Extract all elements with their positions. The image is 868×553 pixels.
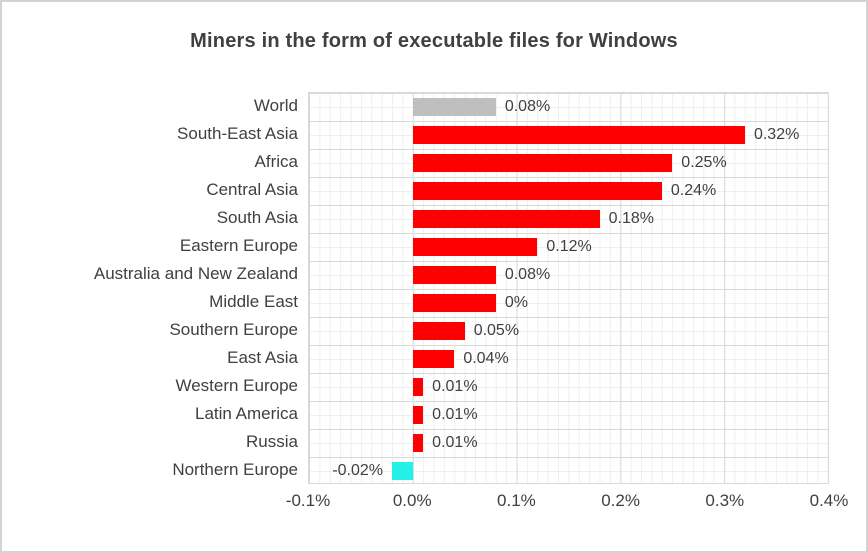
category-label-middle-east: Middle East	[209, 292, 298, 311]
bar-russia	[412, 434, 424, 452]
data-label-africa: 0.25%	[681, 154, 727, 171]
data-label-middle-east: 0%	[504, 294, 528, 311]
bar-northern-europe	[392, 462, 413, 480]
category-label-south-east-asia: South-East Asia	[177, 124, 298, 143]
category-label-southern-europe: Southern Europe	[169, 320, 298, 339]
data-label-central-asia: 0.24%	[670, 182, 717, 199]
x-tick-0-1: 0.1%	[497, 491, 536, 510]
bar-latin-america	[412, 406, 424, 424]
category-label-australia-and-new-zealand: Australia and New Zealand	[93, 264, 298, 283]
chart-title: Miners in the form of executable files f…	[190, 30, 678, 52]
x-axis: -0.1% 0.0% 0.1% 0.2% 0.3% 0.4%	[286, 491, 849, 515]
x-tick-0-4: 0.4%	[809, 491, 849, 510]
category-label-central-asia: Central Asia	[206, 180, 298, 199]
data-label-australia-and-new-zealand: 0.08%	[504, 266, 551, 283]
category-label-latin-america: Latin America	[195, 404, 298, 423]
category-label-russia: Russia	[246, 432, 298, 451]
bar-southern-europe	[412, 322, 465, 340]
bar-south-east-asia	[412, 126, 745, 144]
category-label-south-asia: South Asia	[216, 208, 298, 227]
data-label-south-east-asia: 0.32%	[753, 126, 800, 143]
bar-australia-and-new-zealand	[412, 266, 496, 284]
category-label-africa: Africa	[254, 152, 298, 171]
bar-world	[412, 98, 496, 116]
data-label-south-asia: 0.18%	[608, 210, 654, 227]
data-label-eastern-europe: 0.12%	[546, 238, 592, 255]
bar-middle-east	[412, 294, 496, 312]
data-label-western-europe: 0.01%	[432, 378, 478, 395]
data-label-northern-europe: -0.02%	[332, 462, 384, 479]
category-label-eastern-europe: Eastern Europe	[179, 236, 298, 255]
data-label-world: 0.08%	[504, 98, 551, 115]
bar-western-europe	[412, 378, 424, 396]
bar-central-asia	[412, 182, 662, 200]
bar-eastern-europe	[412, 238, 538, 256]
x-tick-0-2: 0.2%	[601, 491, 640, 510]
x-tick-0-1: -0.1%	[285, 491, 331, 510]
bar-south-asia	[412, 210, 600, 228]
data-label-latin-america: 0.01%	[432, 406, 478, 423]
category-label-northern-europe: Northern Europe	[172, 460, 298, 479]
data-label-russia: 0.01%	[432, 434, 478, 451]
data-label-east-asia: 0.04%	[463, 350, 509, 367]
x-tick-0-0: 0.0%	[392, 491, 432, 510]
category-label-western-europe: Western Europe	[175, 376, 298, 395]
category-label-world: World	[253, 96, 298, 115]
category-label-east-asia: East Asia	[227, 348, 298, 367]
data-label-southern-europe: 0.05%	[473, 322, 520, 339]
category-axis: World South-East Asia Africa Central Asia So…	[22, 92, 298, 484]
bar-africa	[412, 154, 673, 172]
x-tick-0-3: 0.3%	[705, 491, 745, 510]
plot-area: 0.08% 0.32% 0.25% 0.24% 0.18% 0.12% 0.08% 0% 0.0…	[308, 92, 829, 484]
bar-east-asia	[412, 350, 455, 368]
